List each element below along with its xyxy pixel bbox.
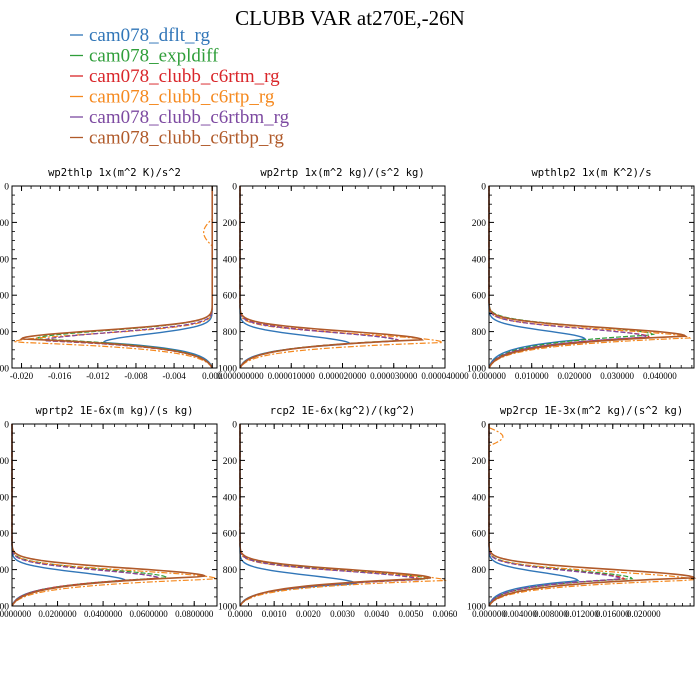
x-tick-label: 0.000030000 (370, 371, 418, 381)
x-tick-label: 0.0600000 (130, 609, 169, 619)
y-tick-label: 800 (0, 566, 9, 576)
y-tick-label: 600 (0, 530, 9, 540)
x-tick-label: 0.0000 (228, 609, 253, 619)
x-tick-label: 0.0060 (433, 609, 458, 619)
panel-title: wp2thlp 1x(m^2 K)/s^2 (48, 167, 181, 179)
y-tick-label: 800 (223, 566, 238, 576)
legend-label-cam078_clubb_c6rtbp_rg: cam078_clubb_c6rtbp_rg (89, 128, 284, 149)
y-tick-label: 200 (0, 457, 9, 467)
legend-label-cam078_clubb_c6rtbm_rg: cam078_clubb_c6rtbm_rg (89, 107, 290, 128)
x-tick-label: -0.020 (10, 371, 34, 381)
x-tick-label: 0.010000 (515, 371, 549, 381)
y-tick-label: 400 (0, 255, 9, 265)
y-tick-label: 0 (481, 421, 486, 431)
x-tick-label: 0.000 (202, 371, 223, 381)
x-tick-label: 0.0400000 (84, 609, 123, 619)
y-tick-label: 0 (481, 183, 486, 193)
x-tick-label: 0.000000 (472, 609, 506, 619)
x-tick-label: 0.030000 (600, 371, 634, 381)
x-tick-label: 0.016000 (596, 609, 630, 619)
x-tick-label: -0.004 (162, 371, 186, 381)
panel-4: wprtp2 1E-6x(m kg)/(s kg) 0 200 400 600 800 10… (0, 405, 218, 619)
y-tick-label: 200 (223, 457, 238, 467)
x-tick-label: 0.0000000 (0, 609, 32, 619)
y-tick-label: 0 (4, 183, 9, 193)
x-tick-label: 0.0030 (330, 609, 355, 619)
y-tick-label: 600 (223, 530, 238, 540)
y-tick-label: 400 (0, 493, 9, 503)
series-line-cam078_clubb_c6rtp_rg (488, 424, 694, 607)
x-tick-label: 0.008000 (534, 609, 568, 619)
panel-2: wp2rtp 1x(m^2 kg)/(s^2 kg) 0 200 400 600 800 1… (216, 167, 469, 381)
x-tick-label: -0.012 (86, 371, 109, 381)
y-tick-label: 200 (0, 219, 9, 229)
panel-1: wp2thlp 1x(m^2 K)/s^202004006008001000-0… (0, 167, 223, 381)
y-tick-label: 400 (472, 493, 487, 503)
x-tick-label: 0.0800000 (175, 609, 214, 619)
y-tick-label: 600 (472, 530, 487, 540)
legend: cam078_dflt_rgcam078_expldiffcam078_club… (70, 25, 290, 149)
panel-title: rcp2 1E-6x(kg^2)/(kg^2) (270, 405, 415, 417)
y-tick-label: 1000 (218, 603, 237, 613)
x-tick-label: 0.0200000 (38, 609, 77, 619)
x-tick-label: 0.020000 (627, 609, 661, 619)
x-tick-label: 0.0010 (262, 609, 287, 619)
x-tick-label: 0.000040000 (421, 371, 469, 381)
x-tick-label: 0.0040 (364, 609, 389, 619)
y-tick-label: 0 (232, 183, 237, 193)
legend-label-cam078_expldiff: cam078_expldiff (89, 46, 219, 67)
y-tick-label: 600 (223, 292, 238, 302)
y-tick-label: 800 (472, 566, 487, 576)
x-tick-label: 0.0050 (398, 609, 423, 619)
y-tick-label: 1000 (0, 603, 9, 613)
panel-title: wprtp2 1E-6x(m kg)/(s kg) (35, 405, 193, 417)
y-tick-label: 400 (223, 493, 238, 503)
legend-label-cam078_dflt_rg: cam078_dflt_rg (89, 25, 211, 46)
panel-title: wp2rtp 1x(m^2 kg)/(s^2 kg) (260, 167, 424, 179)
x-tick-label: -0.016 (48, 371, 72, 381)
legend-label-cam078_clubb_c6rtm_rg: cam078_clubb_c6rtm_rg (89, 66, 280, 87)
x-tick-label: 0.000000000 (216, 371, 264, 381)
y-tick-label: 1000 (0, 365, 9, 375)
y-tick-label: 0 (232, 421, 237, 431)
x-tick-label: 0.000000 (472, 371, 506, 381)
y-tick-label: 600 (0, 292, 9, 302)
x-tick-label: 0.004000 (503, 609, 537, 619)
panel-title: wp2rcp 1E-3x(m^2 kg)/(s^2 kg) (500, 405, 683, 417)
x-tick-label: 0.000010000 (268, 371, 316, 381)
y-tick-label: 400 (223, 255, 238, 265)
panel-6: wp2rcp 1E-3x(m^2 kg)/(s^2 kg) 0 200 400 600 8… (467, 405, 697, 619)
y-tick-label: 200 (472, 219, 487, 229)
y-tick-label: 1000 (218, 365, 237, 375)
panel-5: rcp2 1E-6x(kg^2)/(kg^2) 0 200 400 600 800 1000… (218, 405, 458, 619)
panel-3: wpthlp2 1x(m K^2)/s 0 200 400 600 800 10000.00… (467, 167, 695, 381)
x-tick-label: 0.0020 (296, 609, 321, 619)
y-tick-label: 800 (223, 328, 238, 338)
y-tick-label: 600 (472, 292, 487, 302)
y-tick-label: 200 (472, 457, 487, 467)
y-tick-label: 800 (472, 328, 487, 338)
legend-label-cam078_clubb_c6rtp_rg: cam078_clubb_c6rtp_rg (89, 87, 275, 108)
y-tick-label: 800 (0, 328, 9, 338)
x-tick-label: 0.000020000 (319, 371, 367, 381)
y-tick-label: 1000 (467, 603, 486, 613)
y-tick-label: 1000 (467, 365, 486, 375)
x-tick-label: 0.020000 (558, 371, 592, 381)
series-line-cam078_clubb_c6rtbp_rg (19, 186, 214, 369)
x-tick-label: -0.008 (124, 371, 148, 381)
y-tick-label: 0 (4, 421, 9, 431)
x-tick-label: 0.012000 (565, 609, 599, 619)
panel-title: wpthlp2 1x(m K^2)/s (531, 167, 651, 179)
panels-grid: wp2thlp 1x(m^2 K)/s^202004006008001000-0… (0, 167, 697, 619)
x-tick-label: 0.040000 (643, 371, 677, 381)
y-tick-label: 400 (472, 255, 487, 265)
figure-title: CLUBB VAR at270E,-26N (235, 6, 465, 30)
y-tick-label: 200 (223, 219, 238, 229)
